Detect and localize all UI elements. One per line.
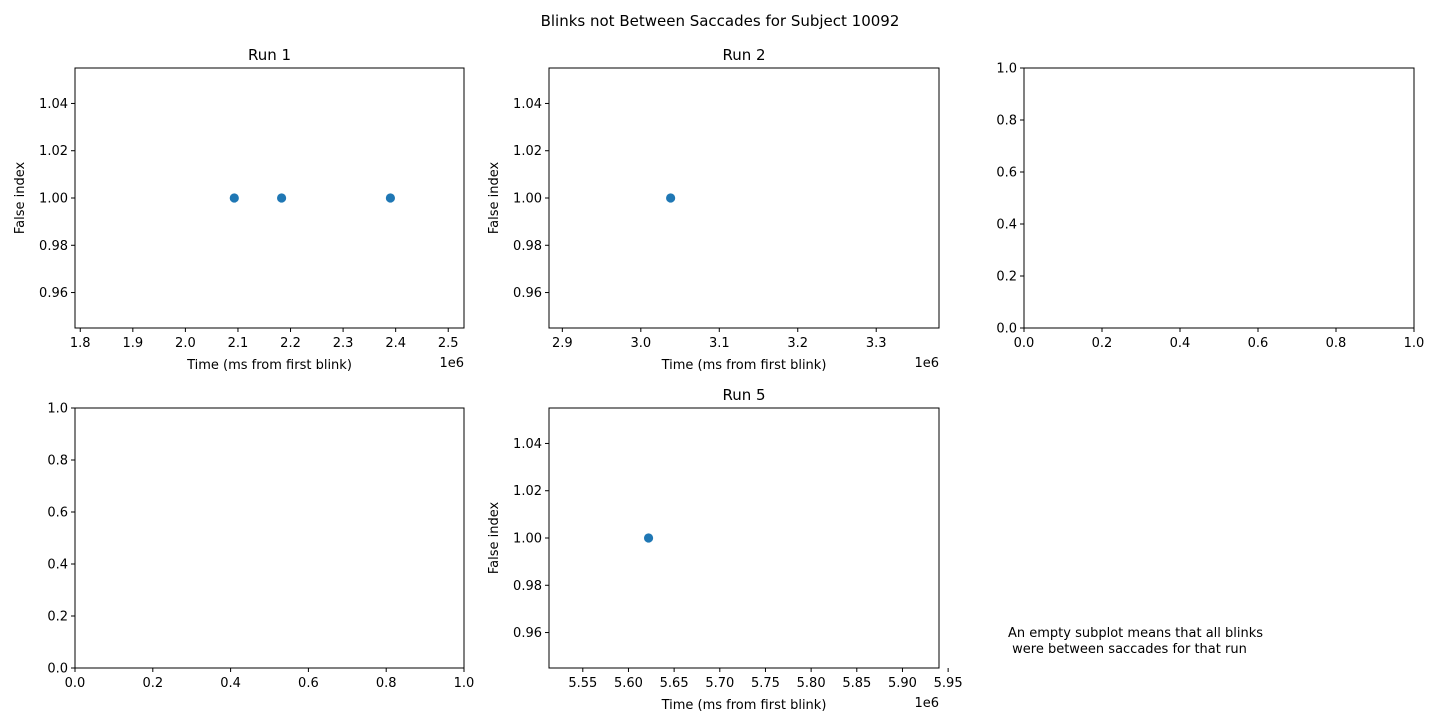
x-tick-label: 5.90: [888, 676, 917, 691]
y-tick-label: 1.0: [47, 402, 68, 417]
y-tick-label: 0.0: [996, 322, 1017, 337]
x-tick-label: 2.0: [175, 336, 196, 351]
x-tick-label: 0.8: [376, 676, 397, 691]
x-axis-offset-label: 1e6: [439, 356, 464, 371]
data-point: [385, 193, 396, 203]
x-tick-label: 0.4: [1170, 336, 1191, 351]
y-tick-label: 0.98: [513, 239, 542, 254]
data-point: [276, 193, 287, 203]
subplot-5: Run 5 5.55 5.60 5.65 5.70 5.75 5.80 5.85 5.90 5.9…: [487, 386, 963, 713]
y-tick-label: 0.2: [47, 610, 68, 625]
x-tick-label: 2.3: [333, 336, 354, 351]
x-tick-label: 2.1: [228, 336, 249, 351]
y-axis-label: False index: [487, 502, 502, 575]
y-tick-label: 0.96: [513, 286, 542, 301]
subplot-3: 0.0 0.2 0.4 0.6 0.8 1.0 0.0 0.2 0.4 0.6 0.8 1.0: [996, 62, 1424, 352]
y-tick-label: 1.04: [39, 97, 68, 112]
x-tick-label: 0.2: [1092, 336, 1113, 351]
y-tick-label: 0.0: [47, 662, 68, 677]
x-tick-label: 5.85: [842, 676, 871, 691]
x-tick-label: 0.0: [1014, 336, 1035, 351]
x-tick-label: 0.4: [220, 676, 241, 691]
x-tick-label: 2.2: [280, 336, 301, 351]
y-tick-label: 0.98: [513, 579, 542, 594]
x-tick-label: 0.6: [1248, 336, 1269, 351]
x-axis-label: Time (ms from first blink): [661, 698, 827, 713]
plot-frame: [1023, 67, 1415, 329]
x-tick-label: 2.9: [552, 336, 573, 351]
y-tick-label: 0.6: [47, 506, 68, 521]
x-tick-label: 2.5: [438, 336, 459, 351]
y-tick-label: 1.00: [513, 532, 542, 547]
subplots: Run 1 1.8 1.9 2.0 2.1 2.2 2.3 2.4 2.5 0.96 0.98 1.0…: [13, 46, 1424, 713]
x-tick-label: 1.0: [454, 676, 475, 691]
empty-subplot-note-line-1: An empty subplot means that all blinks: [1008, 626, 1263, 641]
y-tick-label: 1.00: [513, 192, 542, 207]
x-tick-label: 3.2: [787, 336, 808, 351]
x-tick-label: 5.70: [705, 676, 734, 691]
y-tick-label: 0.96: [513, 626, 542, 641]
subplot-title: Run 5: [722, 386, 765, 404]
x-tick-label: 0.2: [142, 676, 163, 691]
subplot-4: 0.0 0.2 0.4 0.6 0.8 1.0 0.0 0.2 0.4 0.6 0.8 1.0: [47, 402, 474, 692]
figure-suptitle: Blinks not Between Saccades for Subject …: [541, 12, 900, 30]
x-tick-label: 3.3: [866, 336, 887, 351]
x-tick-label: 5.80: [797, 676, 826, 691]
x-tick-label: 0.8: [1326, 336, 1347, 351]
x-tick-label: 1.8: [70, 336, 91, 351]
x-tick-label: 5.60: [614, 676, 643, 691]
y-tick-label: 0.2: [996, 270, 1017, 285]
data-point: [643, 533, 654, 543]
subplot-2: Run 2 2.9 3.0 3.1 3.2 3.3 0.96 0.98 1.00 1.02 1.04…: [487, 46, 940, 373]
subplot-1: Run 1 1.8 1.9 2.0 2.1 2.2 2.3 2.4 2.5 0.96 0.98 1.0…: [13, 46, 465, 373]
x-axis-label: Time (ms from first blink): [186, 358, 352, 373]
y-tick-label: 0.4: [996, 218, 1017, 233]
y-axis-label: False index: [13, 162, 28, 235]
x-tick-label: 5.65: [660, 676, 689, 691]
x-tick-label: 0.0: [65, 676, 86, 691]
y-tick-label: 1.02: [513, 484, 542, 499]
x-axis-offset-label: 1e6: [914, 356, 939, 371]
x-tick-label: 5.75: [751, 676, 780, 691]
data-point: [229, 193, 239, 203]
plot-frame: [74, 67, 465, 329]
x-tick-label: 0.6: [298, 676, 319, 691]
y-tick-label: 0.96: [39, 286, 68, 301]
x-tick-label: 3.0: [630, 336, 651, 351]
y-tick-label: 1.04: [513, 97, 542, 112]
y-tick-label: 0.8: [996, 114, 1017, 129]
x-tick-label: 1.0: [1404, 336, 1425, 351]
x-tick-label: 5.55: [568, 676, 597, 691]
y-axis-label: False index: [487, 162, 502, 235]
x-tick-label: 3.1: [709, 336, 730, 351]
empty-subplot-note-line-2: were between saccades for that run: [1008, 642, 1247, 657]
subplot-title: Run 1: [248, 46, 291, 64]
plot-frame: [74, 407, 465, 669]
x-axis-offset-label: 1e6: [914, 696, 939, 711]
plot-frame: [548, 67, 940, 329]
x-axis-label: Time (ms from first blink): [661, 358, 827, 373]
subplot-title: Run 2: [722, 46, 765, 64]
x-tick-label: 2.4: [385, 336, 406, 351]
y-tick-label: 1.02: [39, 144, 68, 159]
data-point: [666, 193, 676, 203]
y-tick-label: 0.6: [996, 166, 1017, 181]
plot-frame: [548, 407, 940, 669]
y-tick-label: 1.02: [513, 144, 542, 159]
y-tick-label: 0.8: [47, 454, 68, 469]
x-tick-label: 1.9: [122, 336, 143, 351]
y-tick-label: 0.4: [47, 558, 68, 573]
x-tick-label: 5.95: [934, 676, 963, 691]
y-tick-label: 1.0: [996, 62, 1017, 77]
y-tick-label: 1.00: [39, 192, 68, 207]
y-tick-label: 0.98: [39, 239, 68, 254]
y-tick-label: 1.04: [513, 437, 542, 452]
